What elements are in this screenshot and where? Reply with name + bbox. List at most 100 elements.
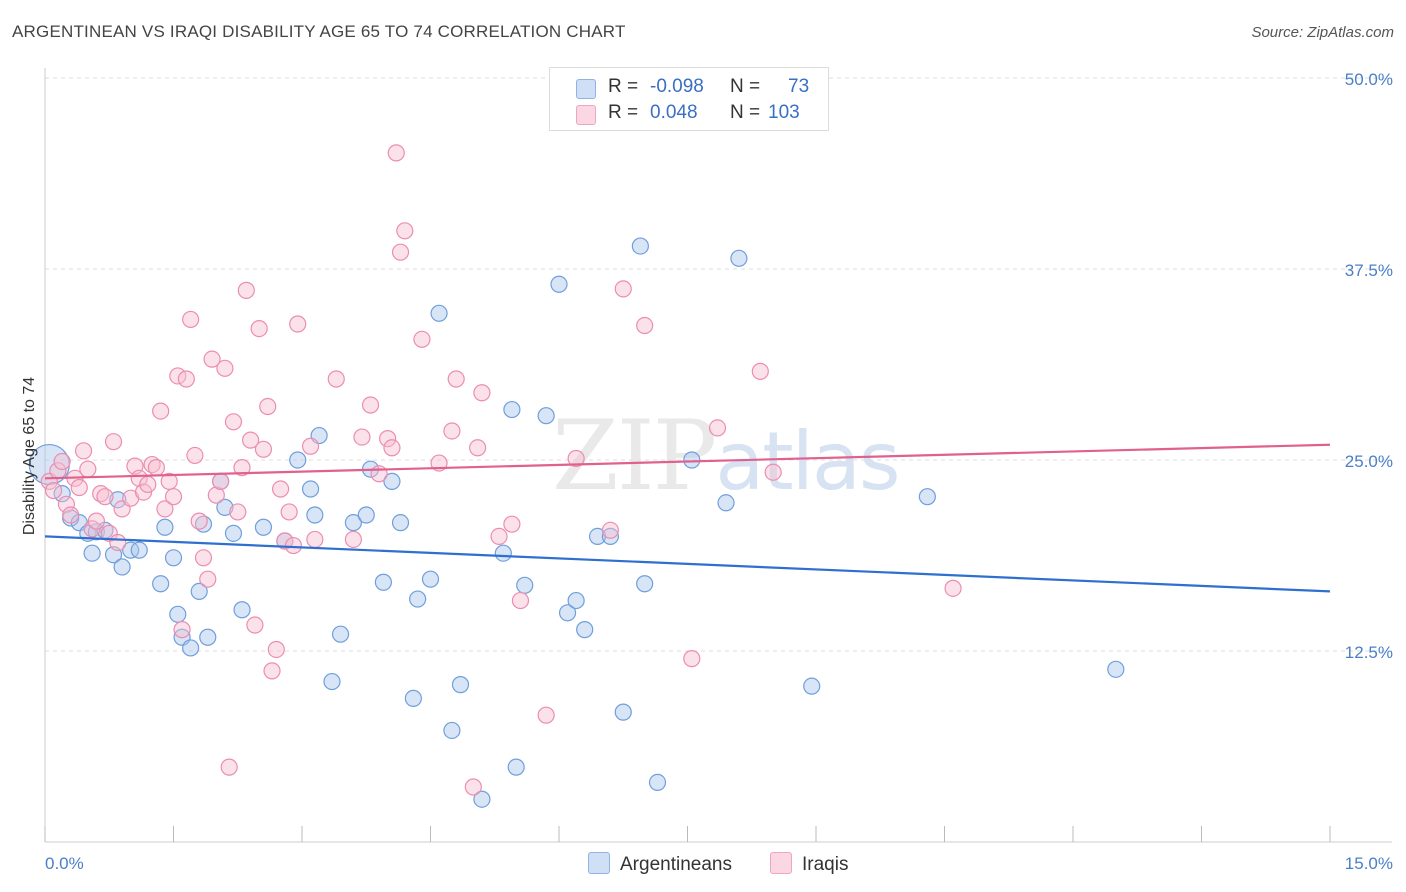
iraqi-point [182, 310, 200, 329]
iraqi-point [104, 433, 123, 451]
argentinean-point [717, 494, 735, 512]
iraqi-point [396, 222, 414, 240]
iraqi-point [87, 512, 106, 530]
iraqi-point [447, 370, 465, 388]
iraqi-point [156, 500, 174, 518]
legend-swatch-argentineans [588, 852, 610, 874]
iraqi-point [601, 521, 620, 539]
y-tick-label: 25.0% [1345, 452, 1393, 471]
iraqi-point [130, 469, 148, 487]
argentinean-point [224, 524, 243, 542]
chart-title: ARGENTINEAN VS IRAQI DISABILITY AGE 65 T… [12, 22, 626, 41]
argentinean-point [636, 575, 654, 593]
argentinean-point [558, 604, 577, 622]
iraqi-point [306, 530, 324, 549]
legend-label-iraqis: Iraqis [802, 854, 849, 875]
trend-line-iraqis [44, 443, 1331, 480]
argentinean-point [164, 549, 183, 567]
argentinean-point [182, 639, 200, 657]
argentinean-point [391, 514, 410, 532]
iraqi-point [370, 465, 388, 483]
iraqi-point [344, 530, 362, 549]
iraqi-point [44, 481, 63, 500]
argentinean-point [683, 451, 701, 469]
iraqi-point [109, 533, 127, 552]
legend-item-iraqis[interactable]: Iraqis [770, 852, 848, 876]
argentinean-point [233, 601, 251, 619]
watermark-zip: ZIP [552, 400, 717, 512]
iraqi-point [944, 579, 962, 597]
iraqi-point [614, 280, 632, 298]
argentinean-point [409, 590, 427, 608]
iraqi-point [361, 396, 380, 414]
iraqi-point [751, 362, 769, 380]
iraqi-point [147, 459, 165, 477]
iraqi-point [267, 640, 285, 659]
argentinean-point [601, 527, 620, 546]
legend-item-argentineans[interactable]: Argentineans [588, 852, 732, 876]
argentinean-point [451, 676, 470, 694]
y-tick-label: 37.5% [1345, 261, 1393, 280]
iraqi-point [194, 549, 213, 567]
legend-row-iraqis: R = 0.048 N = 103 [550, 102, 828, 128]
iraqi-point [190, 512, 208, 530]
iraqi-point [177, 370, 195, 388]
iraqi-point [276, 532, 294, 550]
iraqi-point [473, 384, 491, 402]
iraqi-point [62, 506, 80, 524]
argentinean-point [507, 758, 525, 776]
legend-r-label: R = [608, 76, 639, 97]
legend-label-argentineans: Argentineans [620, 854, 732, 875]
argentinean-point [130, 541, 148, 559]
iraqi-point [708, 419, 727, 437]
argentinean-point [301, 480, 320, 498]
argentinean-point [730, 249, 748, 267]
argentinean-point [323, 672, 341, 691]
iraqi-point [353, 428, 371, 446]
legend-r-label: R = [608, 102, 639, 123]
iraqi-point [186, 446, 204, 465]
argentinean-point [614, 703, 632, 721]
iraqi-point [567, 449, 585, 468]
argentinean-point [83, 544, 101, 562]
argentinean-point [576, 621, 594, 639]
argentinean-point [344, 514, 362, 532]
legend-n-value: 73 [788, 76, 810, 97]
iraqi-point [383, 439, 401, 457]
iraqi-point [263, 662, 281, 680]
legend-n-label: N = [730, 102, 761, 123]
argentinean-point [1107, 660, 1125, 678]
x-tick-label: 0.0% [45, 854, 84, 873]
argentinean-point [109, 491, 127, 509]
iraqi-point [216, 359, 234, 377]
argentinean-point [537, 407, 555, 425]
argentinean-point [190, 582, 208, 601]
iraqi-point [683, 650, 701, 668]
iraqi-point [387, 144, 405, 162]
argentinean-point [443, 721, 461, 740]
legend-swatch-argentineans [576, 79, 596, 99]
iraqi-point [254, 440, 273, 458]
argentinean-point [803, 677, 821, 695]
iraqi-point [391, 243, 410, 261]
argentinean-point [216, 498, 234, 516]
legend-r-value: -0.098 [650, 76, 704, 97]
argentinean-point [516, 576, 534, 594]
iraqi-point [203, 350, 221, 368]
argentinean-point [918, 488, 936, 506]
argentinean-point [631, 237, 649, 255]
argentinean-point [550, 275, 568, 293]
argentinean-point [421, 570, 440, 588]
iraqi-point [301, 437, 320, 455]
argentinean-point [494, 544, 512, 562]
argentinean-point [648, 773, 667, 792]
x-tick-label: 15.0% [1345, 854, 1393, 873]
iraqi-point [327, 370, 345, 388]
iraqi-point [233, 459, 251, 477]
argentinean-point [567, 591, 585, 610]
legend-swatch-iraqis [576, 105, 596, 125]
y-tick-label: 12.5% [1345, 643, 1393, 662]
argentinean-point [404, 689, 422, 707]
iraqi-point [379, 430, 397, 448]
series-argentineans [28, 237, 1125, 808]
